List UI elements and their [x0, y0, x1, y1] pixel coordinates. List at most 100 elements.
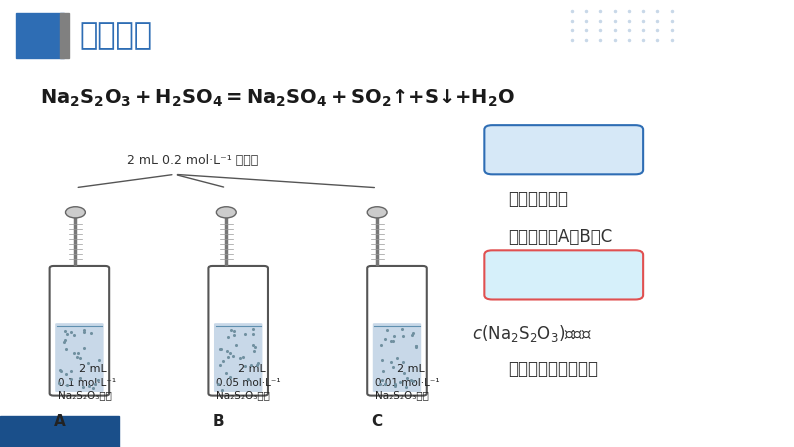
Point — [409, 344, 422, 351]
Point — [70, 353, 83, 360]
Ellipse shape — [65, 207, 86, 218]
Point — [406, 331, 418, 338]
Point — [239, 330, 252, 337]
Point — [249, 343, 261, 350]
Point — [251, 361, 264, 368]
Point — [245, 361, 257, 368]
Point — [214, 345, 226, 352]
Point — [227, 352, 240, 359]
Point — [59, 327, 71, 334]
Point — [229, 342, 242, 349]
Text: 0.05 mol·L⁻¹: 0.05 mol·L⁻¹ — [216, 378, 281, 388]
Point — [228, 331, 241, 338]
Point — [396, 358, 409, 366]
Text: 0.01 mol·L⁻¹: 0.01 mol·L⁻¹ — [376, 378, 440, 388]
FancyBboxPatch shape — [208, 266, 268, 396]
Point — [93, 356, 106, 363]
Text: 产生浑浙的速率加快: 产生浑浙的速率加快 — [508, 360, 598, 378]
Text: 2 mL: 2 mL — [397, 364, 425, 374]
Point — [60, 371, 72, 378]
Point — [54, 367, 67, 374]
FancyBboxPatch shape — [56, 323, 103, 392]
Point — [375, 342, 387, 349]
Point — [222, 353, 234, 360]
Point — [74, 354, 87, 362]
FancyBboxPatch shape — [49, 266, 110, 396]
Point — [410, 343, 422, 350]
Point — [216, 386, 229, 393]
Point — [407, 329, 419, 337]
Point — [379, 335, 391, 342]
Point — [214, 346, 227, 353]
Point — [67, 332, 80, 339]
Point — [407, 377, 419, 384]
Point — [222, 333, 234, 341]
Point — [60, 381, 73, 388]
Text: 二、浓度: 二、浓度 — [79, 21, 152, 50]
Point — [58, 339, 71, 346]
Text: B: B — [212, 414, 224, 429]
Point — [410, 343, 422, 350]
Text: 2 mL: 2 mL — [79, 364, 107, 374]
Text: 0.1 mol·L⁻¹: 0.1 mol·L⁻¹ — [58, 378, 116, 388]
Point — [221, 347, 233, 354]
FancyBboxPatch shape — [214, 323, 262, 392]
FancyBboxPatch shape — [367, 266, 427, 396]
Text: A: A — [54, 414, 65, 429]
Point — [65, 367, 78, 375]
Point — [87, 384, 100, 392]
Point — [71, 350, 84, 357]
Bar — [16, 13, 64, 58]
Text: 均出现浑浙，: 均出现浑浙， — [508, 190, 569, 208]
Point — [391, 355, 404, 362]
Point — [379, 381, 391, 388]
Point — [212, 380, 225, 388]
Bar — [0, 416, 119, 447]
Point — [83, 383, 95, 390]
Point — [237, 353, 249, 360]
FancyBboxPatch shape — [484, 125, 643, 174]
Point — [61, 331, 74, 338]
Point — [88, 381, 101, 388]
Point — [64, 329, 77, 336]
Point — [397, 332, 410, 339]
Point — [217, 357, 229, 364]
Point — [405, 376, 418, 383]
Text: $c(\mathrm{Na_2S_2O_3})$增大，: $c(\mathrm{Na_2S_2O_3})$增大， — [472, 323, 592, 343]
Point — [85, 330, 98, 337]
FancyBboxPatch shape — [484, 250, 643, 299]
Text: Na₂S₂O₃溶液: Na₂S₂O₃溶液 — [58, 390, 111, 400]
Text: 2 mL: 2 mL — [238, 364, 266, 374]
Point — [401, 374, 414, 381]
Point — [374, 380, 387, 388]
Point — [380, 326, 393, 333]
Point — [77, 384, 90, 391]
Point — [385, 337, 398, 345]
Point — [214, 362, 227, 369]
Point — [376, 376, 388, 384]
Point — [246, 325, 259, 333]
Text: Na₂S₂O₃溶液: Na₂S₂O₃溶液 — [216, 390, 270, 400]
Text: 实验现象: 实验现象 — [542, 141, 585, 159]
Point — [53, 379, 66, 386]
Point — [59, 337, 71, 344]
Point — [239, 362, 252, 369]
Point — [398, 370, 410, 377]
Point — [67, 349, 80, 356]
Point — [376, 367, 389, 374]
Point — [77, 328, 90, 335]
Ellipse shape — [216, 207, 237, 218]
Point — [224, 374, 237, 381]
Point — [399, 383, 412, 390]
Point — [376, 356, 388, 363]
Point — [387, 363, 399, 371]
Text: $\mathbf{Na_2S_2O_3 + H_2SO_4=Na_2SO_4 + SO_2}$↑$\mathbf{+ S}$↓$\mathbf{+ H_2O}$: $\mathbf{Na_2S_2O_3 + H_2SO_4=Na_2SO_4 +… — [40, 88, 515, 109]
Point — [387, 332, 400, 339]
Point — [389, 380, 402, 387]
Bar — [60, 13, 69, 58]
Text: Na₂S₂O₃溶液: Na₂S₂O₃溶液 — [376, 390, 429, 400]
Point — [78, 327, 91, 334]
Text: 2 mL 0.2 mol·L⁻¹ 稀硫酸: 2 mL 0.2 mol·L⁻¹ 稀硫酸 — [127, 154, 258, 168]
Text: C: C — [371, 414, 383, 429]
Point — [386, 337, 399, 344]
